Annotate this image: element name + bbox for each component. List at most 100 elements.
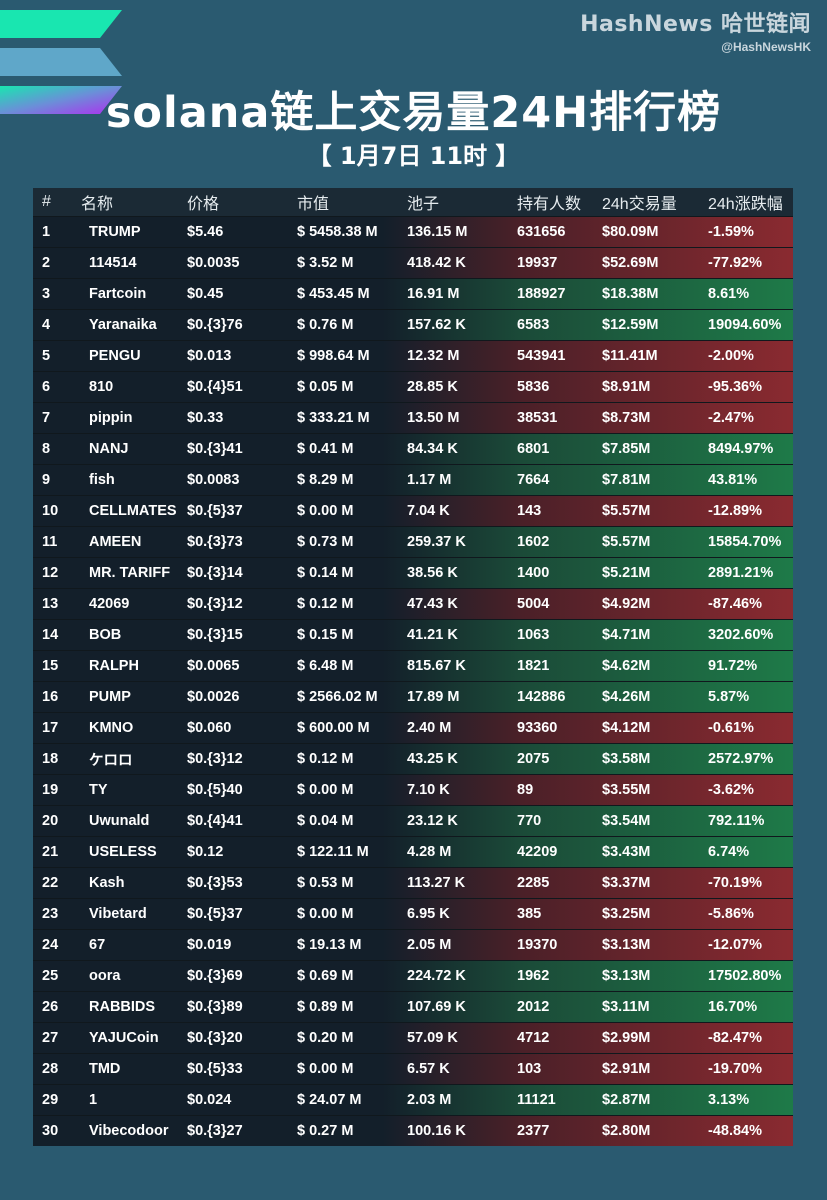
cell-rank: 14: [42, 627, 59, 643]
cell-volume: $3.25M: [602, 906, 651, 922]
cell-volume: $3.37M: [602, 875, 651, 891]
cell-name: PENGU: [89, 348, 141, 364]
cell-market-cap: $ 0.53 M: [297, 875, 354, 891]
cell-name: MR. TARIFF: [89, 565, 171, 581]
cell-price: $0.{3}20: [187, 1030, 243, 1046]
cell-change: -82.47%: [708, 1030, 763, 1046]
cell-rank: 27: [42, 1030, 59, 1046]
cell-volume: $4.62M: [602, 658, 651, 674]
cell-market-cap: $ 0.15 M: [297, 627, 354, 643]
cell-price: $0.024: [187, 1092, 232, 1108]
table-row: 9 fish $0.0083 $ 8.29 M 1.17 M 7664 $7.81M 43.8…: [33, 464, 793, 495]
cell-market-cap: $ 0.04 M: [297, 813, 354, 829]
cell-name: Kash: [89, 875, 125, 891]
cell-name: TRUMP: [89, 224, 141, 240]
cell-change: -12.89%: [708, 503, 763, 519]
cell-market-cap: $ 122.11 M: [297, 844, 369, 860]
cell-rank: 29: [42, 1092, 59, 1108]
cell-holders: 2285: [517, 875, 550, 891]
cell-rank: 17: [42, 720, 59, 736]
cell-change: 792.11%: [708, 813, 765, 829]
cell-volume: $3.13M: [602, 968, 651, 984]
cell-pool: 47.43 K: [407, 596, 458, 612]
cell-volume: $8.73M: [602, 410, 651, 426]
cell-holders: 89: [517, 782, 534, 798]
cell-name: TY: [89, 782, 108, 798]
cell-name: Uwunald: [89, 813, 150, 829]
cell-volume: $3.43M: [602, 844, 651, 860]
cell-market-cap: $ 0.12 M: [297, 596, 354, 612]
cell-holders: 1821: [517, 658, 550, 674]
cell-change: -19.70%: [708, 1061, 763, 1077]
cell-rank: 24: [42, 937, 59, 953]
cell-pool: 7.10 K: [407, 782, 450, 798]
cell-rank: 3: [42, 286, 51, 302]
cell-market-cap: $ 24.07 M: [297, 1092, 362, 1108]
cell-pool: 2.40 M: [407, 720, 452, 736]
cell-pool: 6.57 K: [407, 1061, 450, 1077]
cell-price: $0.{5}37: [187, 906, 243, 922]
cell-price: $0.019: [187, 937, 232, 953]
cell-price: $0.{3}27: [187, 1123, 243, 1139]
table-row: 20 Uwunald $0.{4}41 $ 0.04 M 23.12 K 770 $3.54…: [33, 805, 793, 836]
cell-holders: 4712: [517, 1030, 550, 1046]
cell-market-cap: $ 0.41 M: [297, 441, 354, 457]
cell-rank: 15: [42, 658, 59, 674]
cell-volume: $4.26M: [602, 689, 651, 705]
cell-holders: 1063: [517, 627, 550, 643]
cell-rank: 20: [42, 813, 59, 829]
cell-holders: 5004: [517, 596, 550, 612]
cell-pool: 113.27 K: [407, 875, 466, 891]
table-row: 15 RALPH $0.0065 $ 6.48 M 815.67 K 1821 $4.62M…: [33, 650, 793, 681]
cell-name: Vibetard: [89, 906, 147, 922]
cell-price: $0.{4}41: [187, 813, 243, 829]
cell-name: Fartcoin: [89, 286, 147, 302]
cell-holders: 103: [517, 1061, 542, 1077]
cell-rank: 28: [42, 1061, 59, 1077]
table-row: 12 MR. TARIFF $0.{3}14 $ 0.14 M 38.56 K 1400 $…: [33, 557, 793, 588]
cell-price: $0.{3}12: [187, 596, 243, 612]
cell-pool: 418.42 K: [407, 255, 466, 271]
table-row: 16 PUMP $0.0026 $ 2566.02 M 17.89 M 142886 $4.…: [33, 681, 793, 712]
cell-price: $0.{5}37: [187, 503, 243, 519]
cell-name: Vibecodoor: [89, 1123, 169, 1139]
header-price: 价格: [187, 196, 220, 213]
cell-price: $0.{3}53: [187, 875, 243, 891]
cell-market-cap: $ 19.13 M: [297, 937, 362, 953]
cell-change: 2891.21%: [708, 565, 774, 581]
cell-holders: 1962: [517, 968, 550, 984]
cell-name: pippin: [89, 410, 133, 426]
cell-volume: $80.09M: [602, 224, 659, 240]
cell-name: USELESS: [89, 844, 157, 860]
cell-price: $0.{3}41: [187, 441, 243, 457]
cell-rank: 21: [42, 844, 59, 860]
cell-market-cap: $ 3.52 M: [297, 255, 354, 271]
header-holders: 持有人数: [517, 196, 582, 213]
cell-market-cap: $ 2566.02 M: [297, 689, 378, 705]
table-row: 8 NANJ $0.{3}41 $ 0.41 M 84.34 K 6801 $7.85M 84…: [33, 433, 793, 464]
cell-change: 17502.80%: [708, 968, 782, 984]
cell-change: -1.59%: [708, 224, 754, 240]
cell-price: $0.12: [187, 844, 224, 860]
cell-pool: 43.25 K: [407, 751, 458, 767]
cell-volume: $5.57M: [602, 503, 651, 519]
page-title: solana链上交易量24H排行榜: [105, 88, 722, 138]
table-row: 10 CELLMATES $0.{5}37 $ 0.00 M 7.04 K 143 $5.5…: [33, 495, 793, 526]
cell-pool: 259.37 K: [407, 534, 466, 550]
cell-name: 810: [89, 379, 114, 395]
cell-market-cap: $ 0.12 M: [297, 751, 354, 767]
cell-price: $0.0065: [187, 658, 240, 674]
cell-change: 6.74%: [708, 844, 750, 860]
cell-pool: 6.95 K: [407, 906, 450, 922]
cell-volume: $2.99M: [602, 1030, 651, 1046]
cell-price: $0.{3}15: [187, 627, 243, 643]
cell-pool: 2.05 M: [407, 937, 452, 953]
table-row: 17 KMNO $0.060 $ 600.00 M 2.40 M 93360 $4.12M -…: [33, 712, 793, 743]
header-change: 24h涨跌幅: [708, 196, 783, 213]
cell-change: 3.13%: [708, 1092, 750, 1108]
cell-change: 16.70%: [708, 999, 758, 1015]
cell-pool: 100.16 K: [407, 1123, 466, 1139]
cell-change: -5.86%: [708, 906, 754, 922]
cell-name: TMD: [89, 1061, 121, 1077]
cell-name: KMNO: [89, 720, 134, 736]
